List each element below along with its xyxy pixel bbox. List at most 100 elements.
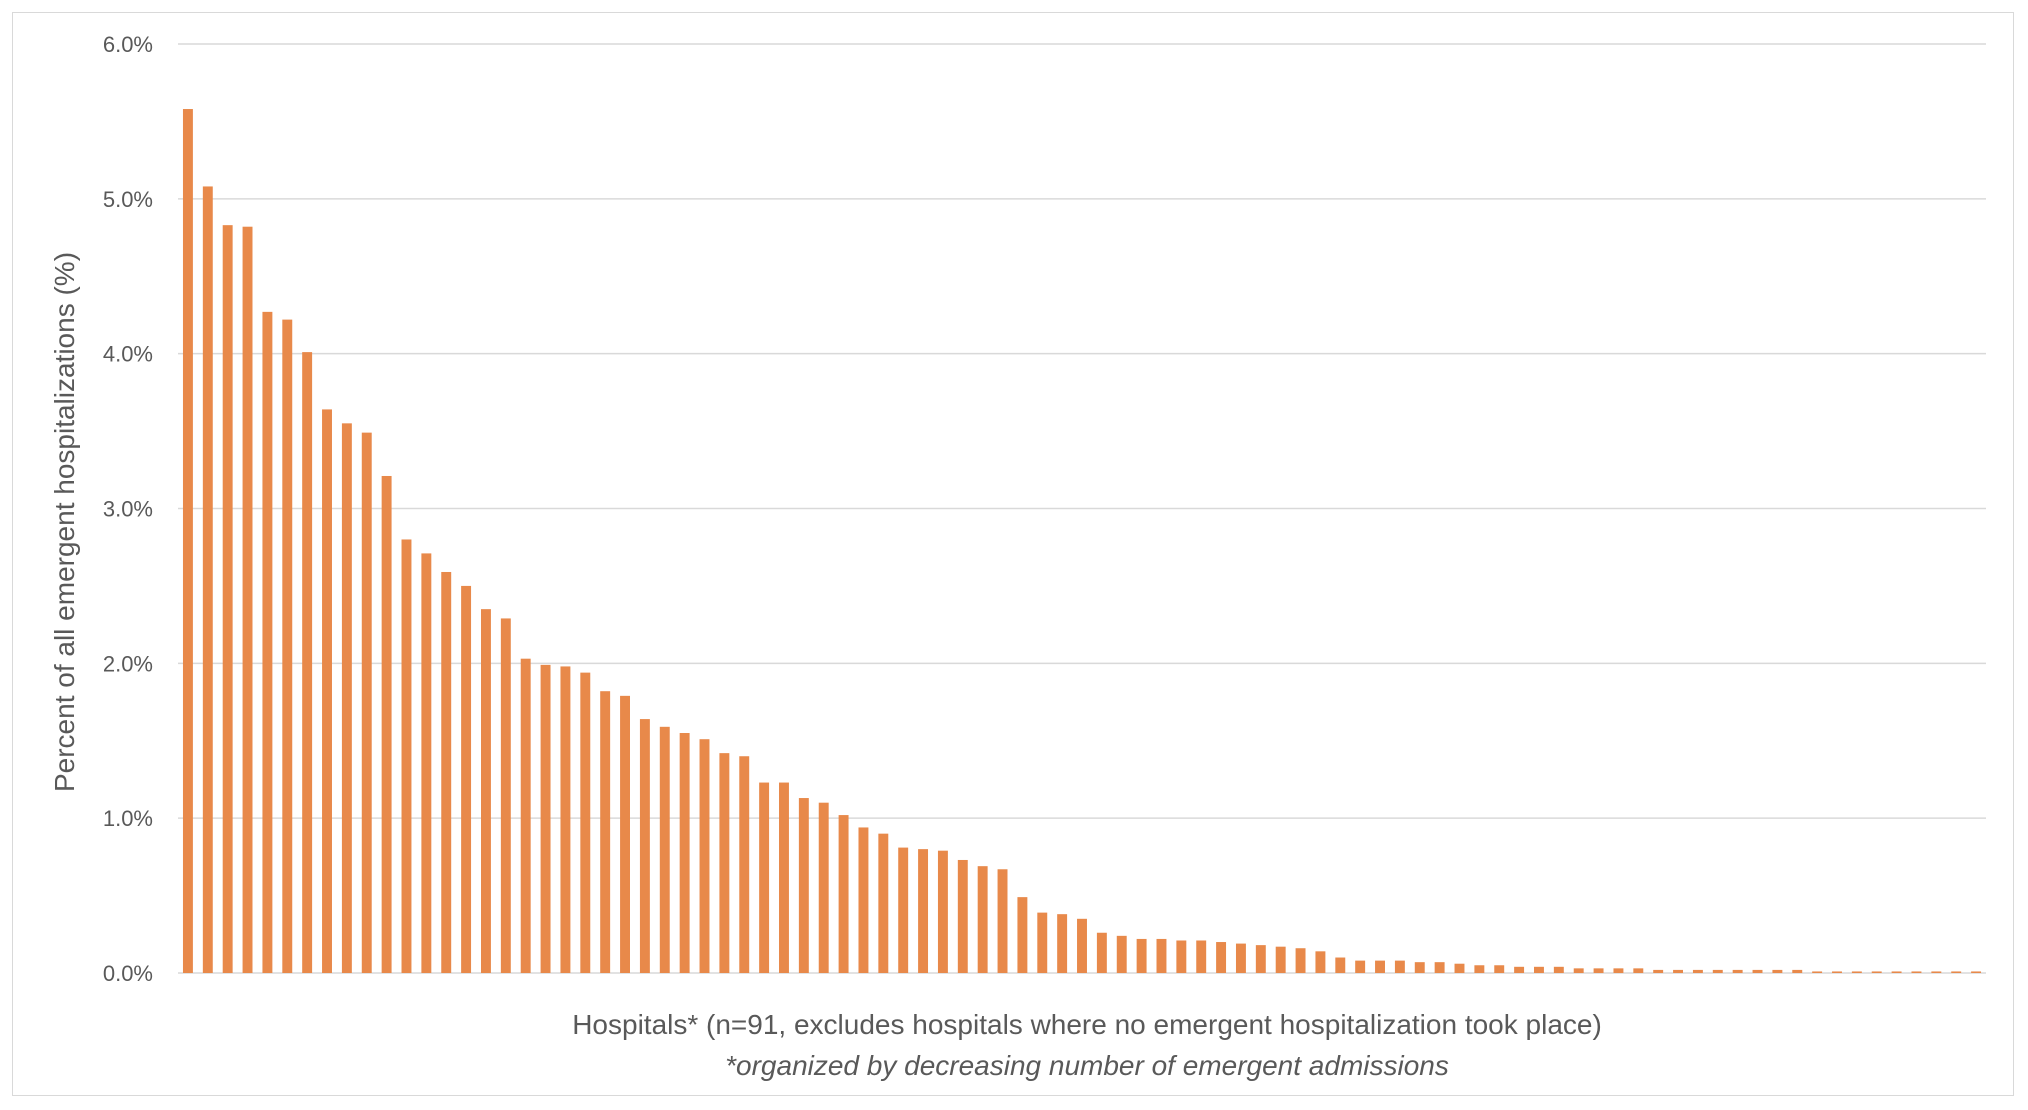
bar xyxy=(322,409,332,973)
bar xyxy=(1812,971,1823,973)
bar xyxy=(1017,897,1028,973)
bar xyxy=(878,833,889,973)
bar xyxy=(1355,960,1366,973)
bar xyxy=(242,226,253,973)
bar xyxy=(719,753,730,973)
bar xyxy=(1235,943,1246,973)
bar xyxy=(1573,968,1584,973)
y-tick-label: 1.0% xyxy=(103,806,153,831)
bar xyxy=(1871,971,1882,973)
bar xyxy=(202,186,213,974)
bar xyxy=(739,756,750,973)
bar xyxy=(1255,945,1266,973)
bar xyxy=(679,733,690,973)
y-tick-label: 0.0% xyxy=(103,961,153,986)
bar xyxy=(1414,962,1425,973)
bar xyxy=(918,849,929,973)
y-tick-label: 3.0% xyxy=(103,497,153,522)
bar xyxy=(1375,960,1385,973)
bar xyxy=(1176,940,1187,973)
y-axis-title: Percent of all emergent hospitalizations… xyxy=(49,252,80,792)
bar xyxy=(580,672,591,973)
y-axis-tick-labels: 0.0% 1.0% 2.0% 3.0% 4.0% 5.0% 6.0% xyxy=(103,32,153,986)
bar xyxy=(977,866,988,973)
bar xyxy=(1136,938,1147,973)
x-axis-note: *organized by decreasing number of emerg… xyxy=(725,1050,1449,1081)
bar xyxy=(1851,971,1862,973)
bar xyxy=(560,666,571,973)
bar xyxy=(957,859,968,973)
bar xyxy=(1514,966,1525,973)
x-axis-title: Hospitals* (n=91, excludes hospitals whe… xyxy=(572,1009,1602,1040)
bar xyxy=(1037,912,1048,973)
bar xyxy=(1891,971,1902,973)
bar xyxy=(620,695,630,973)
bar xyxy=(1077,918,1087,973)
bar xyxy=(441,571,452,973)
bar xyxy=(1394,960,1405,973)
bar xyxy=(1096,932,1107,973)
bar xyxy=(1772,969,1783,973)
y-tick-label: 6.0% xyxy=(103,32,153,57)
bar xyxy=(838,815,849,973)
bar xyxy=(1315,951,1326,973)
bar xyxy=(699,739,710,973)
bar-series xyxy=(182,109,1982,974)
bar xyxy=(1534,966,1544,973)
bar xyxy=(302,352,313,973)
bar xyxy=(1613,968,1624,973)
bar xyxy=(779,782,789,973)
bar xyxy=(898,847,909,973)
gridlines xyxy=(178,43,1986,974)
bar xyxy=(1732,969,1743,973)
bar xyxy=(1454,963,1465,973)
bar xyxy=(421,553,432,973)
bar xyxy=(798,798,809,973)
bar xyxy=(262,311,273,973)
bar xyxy=(1911,971,1922,973)
bar xyxy=(282,319,293,973)
bar xyxy=(600,691,611,973)
bar xyxy=(1474,965,1485,973)
bar xyxy=(520,658,531,973)
bar xyxy=(1275,946,1286,973)
bar xyxy=(1196,940,1207,973)
bar xyxy=(997,869,1008,973)
bar xyxy=(818,802,829,973)
bar xyxy=(1752,969,1763,973)
bar xyxy=(937,850,948,973)
bar xyxy=(540,664,551,973)
bar xyxy=(858,827,869,973)
bar xyxy=(480,609,491,973)
bar xyxy=(500,618,511,973)
bar xyxy=(1593,968,1604,973)
bar xyxy=(1116,935,1127,973)
bar xyxy=(1792,969,1803,973)
bar xyxy=(461,585,472,973)
bar xyxy=(1553,966,1564,973)
bar xyxy=(1971,971,1982,973)
bar xyxy=(222,225,233,973)
y-tick-label: 5.0% xyxy=(103,187,153,212)
bar xyxy=(1295,948,1306,973)
bar xyxy=(1156,938,1167,973)
bar xyxy=(639,719,650,973)
bar xyxy=(1832,971,1842,973)
bar xyxy=(1931,971,1942,973)
bar xyxy=(1494,965,1505,973)
bar xyxy=(1335,957,1346,973)
bar xyxy=(341,423,352,973)
bar xyxy=(1712,969,1723,973)
bar xyxy=(759,782,770,973)
bar xyxy=(1057,914,1068,973)
bar xyxy=(1692,969,1703,973)
bar xyxy=(1434,962,1445,973)
bar xyxy=(361,432,372,973)
bar xyxy=(1633,968,1644,973)
bar xyxy=(401,539,412,973)
bar xyxy=(659,726,670,973)
bar xyxy=(1951,971,1962,973)
bar xyxy=(381,475,392,973)
chart-area xyxy=(12,12,2014,1096)
